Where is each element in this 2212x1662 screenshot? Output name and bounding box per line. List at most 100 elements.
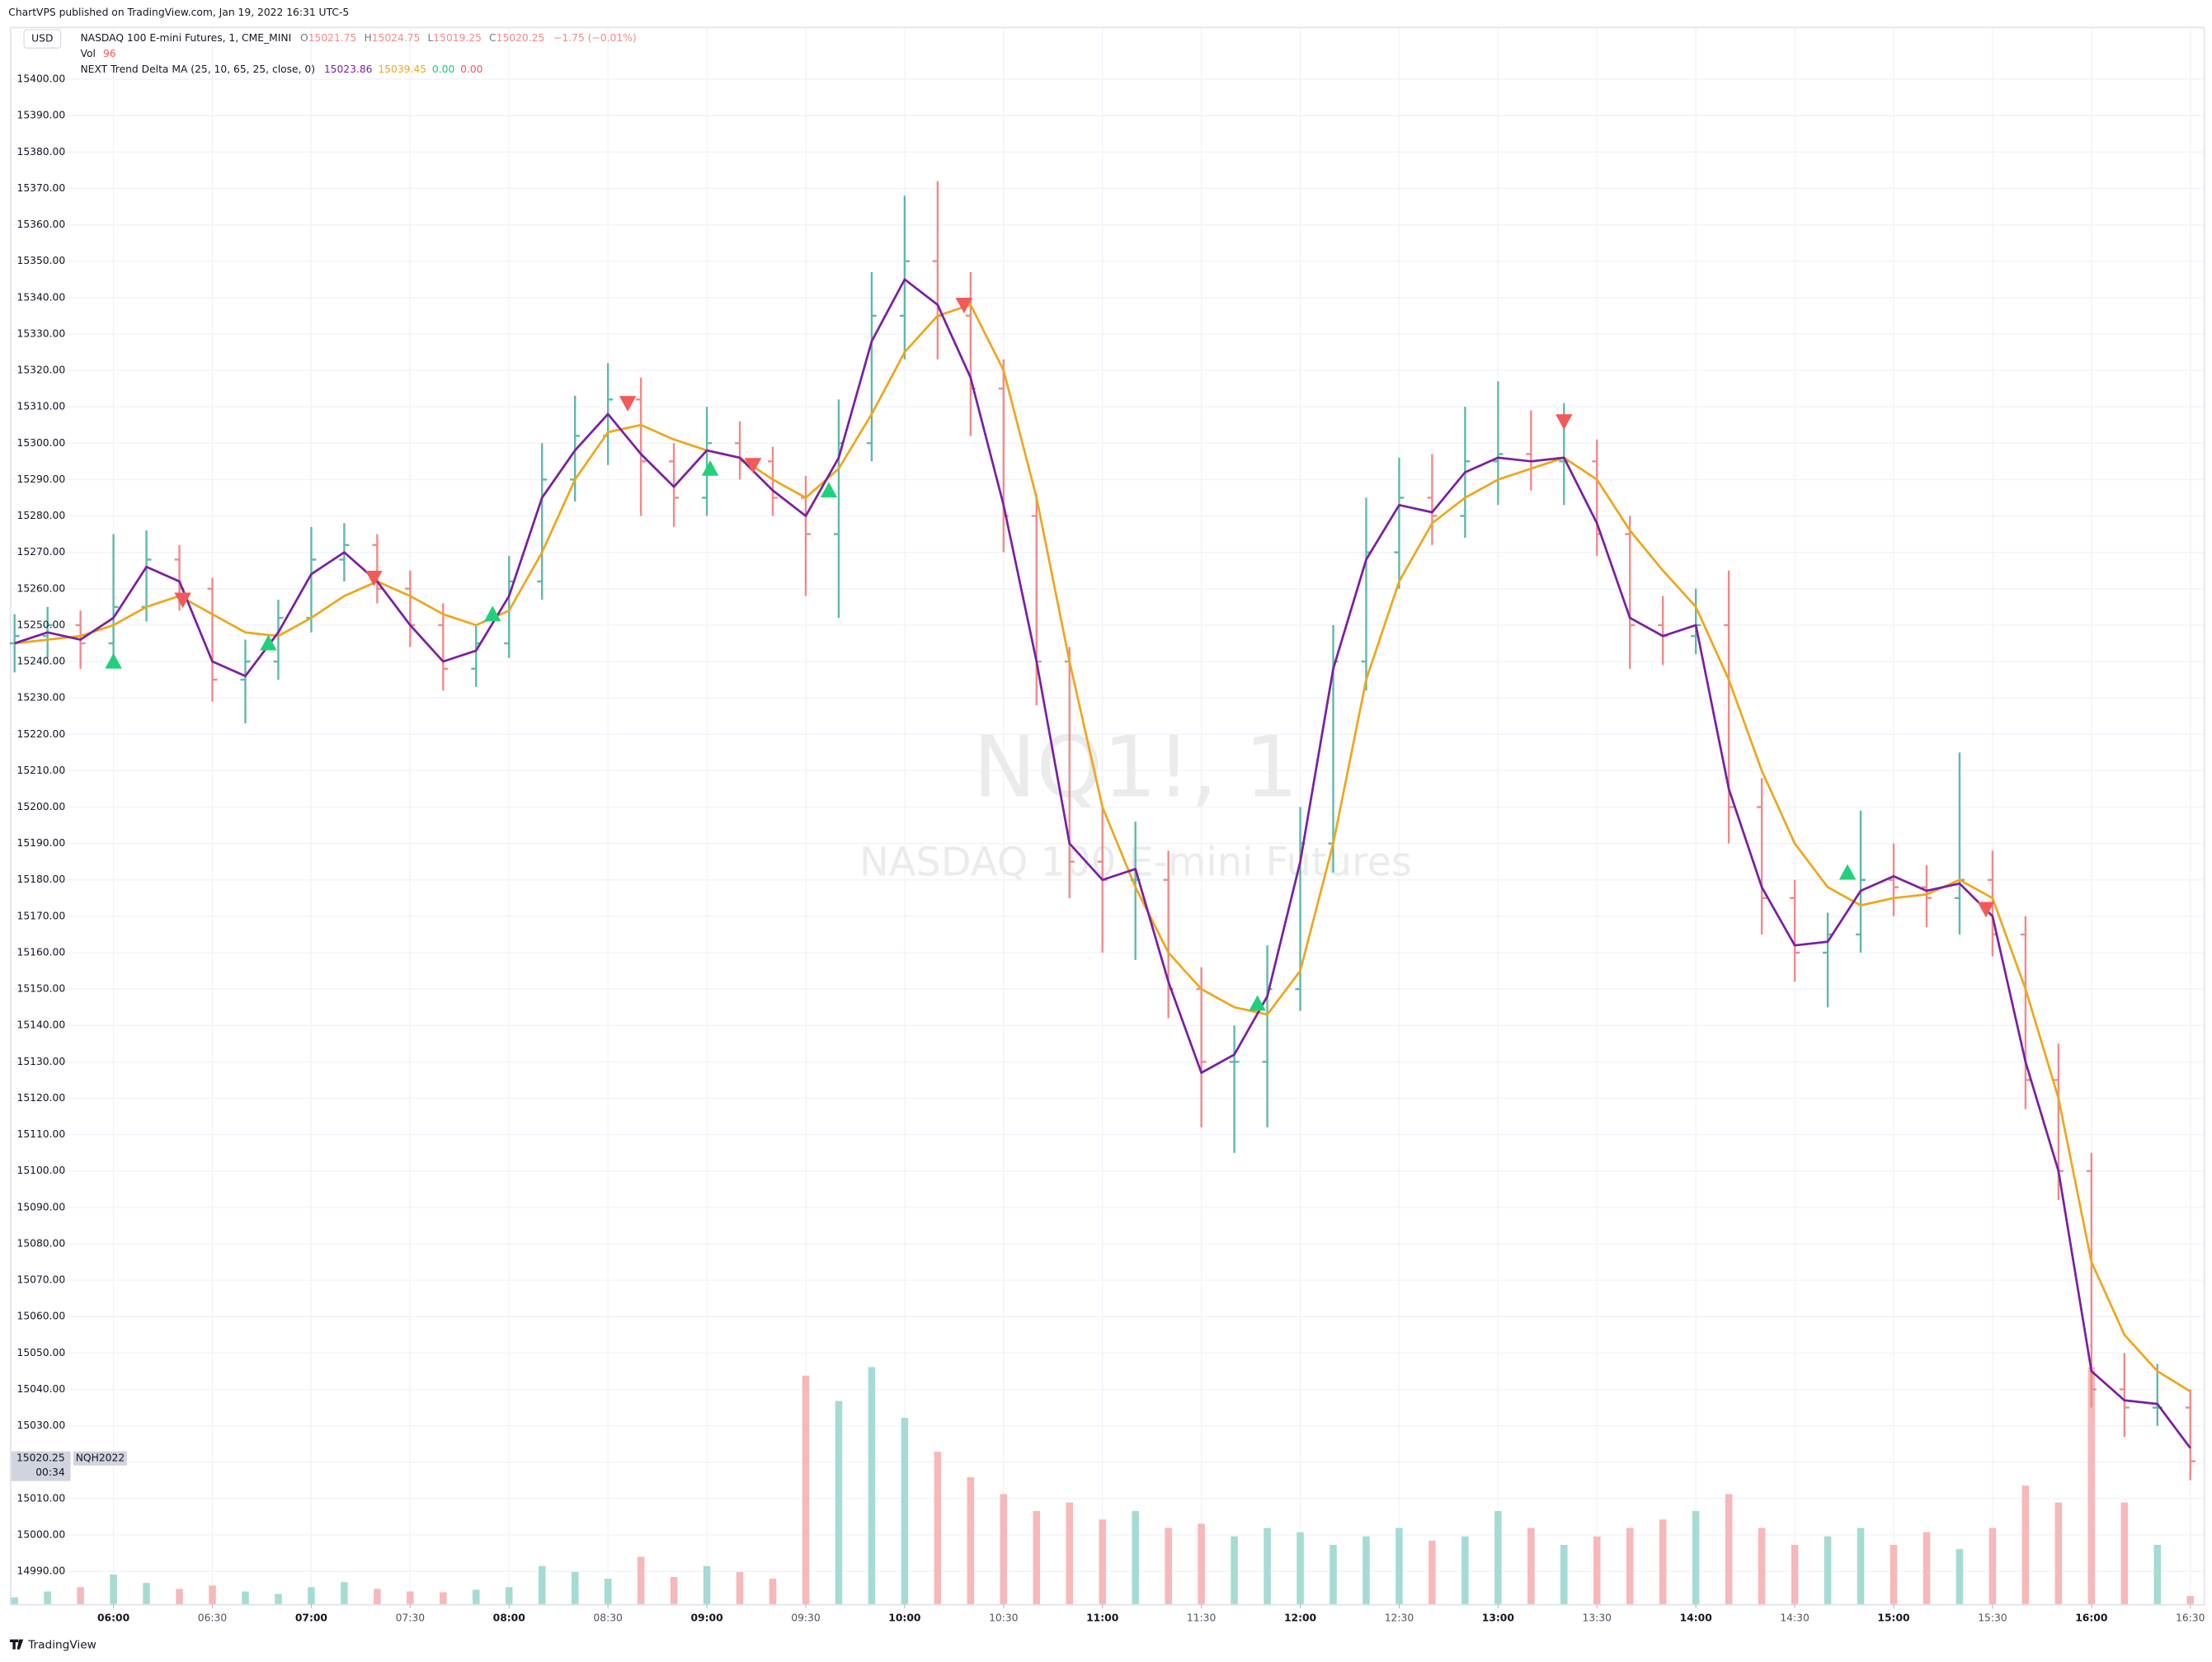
plot-border bbox=[9, 26, 2205, 1606]
legend-symbol-line: NASDAQ 100 E-mini Futures, 1, CME_MINI O… bbox=[80, 32, 636, 44]
volume-bar bbox=[1198, 1523, 1205, 1604]
x-tick-label: 09:00 bbox=[690, 1612, 722, 1623]
contract: NQH2022 bbox=[76, 1452, 125, 1464]
volume-bar bbox=[505, 1587, 513, 1604]
volume-bar bbox=[341, 1582, 348, 1604]
logo bbox=[9, 1639, 24, 1650]
volume-bar bbox=[1857, 1528, 1865, 1604]
contract-box bbox=[73, 1451, 127, 1466]
volume-bar bbox=[374, 1589, 381, 1604]
volume-bar bbox=[835, 1401, 843, 1604]
volume-bar bbox=[1461, 1536, 1469, 1604]
volume-bar bbox=[901, 1418, 909, 1604]
x-tick-label: 14:30 bbox=[1780, 1612, 1809, 1623]
volume-bar bbox=[802, 1375, 810, 1604]
signals bbox=[105, 298, 1995, 1011]
y-tick-label: 15100.00 bbox=[17, 1165, 66, 1176]
volume-bar bbox=[1692, 1510, 1700, 1604]
buy-signal bbox=[820, 482, 838, 498]
x-tick-label: 06:30 bbox=[198, 1612, 227, 1623]
volume-bar bbox=[1494, 1510, 1502, 1604]
volume-bar bbox=[604, 1579, 612, 1604]
sell-signal bbox=[619, 396, 637, 412]
legend-o-value: 15021.75 bbox=[308, 32, 357, 44]
volume-bar bbox=[1165, 1528, 1172, 1604]
sell-signal bbox=[1555, 414, 1573, 431]
volume-bar bbox=[1527, 1528, 1535, 1604]
legend-indicator-value: 15039.45 bbox=[378, 63, 426, 74]
x-tick-label: 10:00 bbox=[888, 1612, 920, 1623]
y-tick-label: 15110.00 bbox=[17, 1128, 66, 1140]
volume-bar bbox=[1000, 1494, 1008, 1604]
currency: USD bbox=[31, 33, 53, 45]
y-tick-label: 15030.00 bbox=[17, 1420, 66, 1431]
volume-bar bbox=[736, 1571, 744, 1604]
y-tick-label: 15270.00 bbox=[17, 546, 66, 558]
volume-bar bbox=[1132, 1510, 1139, 1604]
x-tick-label: 07:00 bbox=[295, 1612, 327, 1623]
volume-bar bbox=[1626, 1528, 1634, 1604]
volume-bar bbox=[637, 1556, 645, 1604]
y-tick-label: 15150.00 bbox=[17, 983, 66, 995]
buy-signal bbox=[701, 459, 719, 476]
moving-averages bbox=[14, 278, 2191, 1449]
volume-bar bbox=[769, 1579, 777, 1604]
x-tick-label: 13:00 bbox=[1482, 1612, 1514, 1623]
footer: TradingView bbox=[27, 1638, 96, 1651]
x-tick-label: 12:30 bbox=[1385, 1612, 1414, 1623]
y-tick-label: 15060.00 bbox=[17, 1311, 66, 1322]
x-tick-label: 07:30 bbox=[396, 1612, 425, 1623]
volume-bar bbox=[2087, 1367, 2096, 1604]
volume-bar bbox=[2153, 1544, 2162, 1604]
volume-bar bbox=[275, 1594, 282, 1604]
currency-box bbox=[23, 29, 62, 49]
y-tick-label: 15090.00 bbox=[17, 1201, 66, 1212]
volume-bar bbox=[2021, 1485, 2030, 1604]
x-tick-label: 15:00 bbox=[1877, 1612, 1909, 1623]
legend-indicator: NEXT Trend Delta MA (25, 10, 65, 25, clo… bbox=[80, 63, 315, 74]
y-tick-label: 15000.00 bbox=[17, 1528, 66, 1540]
legend-o-label: O bbox=[300, 32, 308, 44]
y-tick-label: 15130.00 bbox=[17, 1056, 66, 1067]
x-tick-label: 12:00 bbox=[1284, 1612, 1316, 1623]
volume-bar bbox=[1560, 1544, 1568, 1604]
y-tick-label: 15360.00 bbox=[17, 219, 66, 230]
legend-indicator-value: 0.00 bbox=[460, 63, 482, 74]
sell-signal bbox=[365, 570, 383, 586]
volume-bar bbox=[1791, 1544, 1799, 1604]
price-tag-box bbox=[11, 1451, 71, 1481]
volume-bar bbox=[1297, 1532, 1304, 1604]
x-tick-label: 08:30 bbox=[593, 1612, 622, 1623]
volume-bar bbox=[703, 1565, 711, 1604]
volume-bar bbox=[1231, 1536, 1238, 1604]
sell-signal bbox=[1977, 902, 1995, 918]
volume-bar bbox=[1659, 1519, 1667, 1604]
volume-bar bbox=[1099, 1519, 1106, 1604]
volume-bar bbox=[2120, 1502, 2129, 1604]
x-tick-label: 13:30 bbox=[1583, 1612, 1612, 1623]
axes: 14990.0015000.0015010.0015020.0015030.00… bbox=[17, 73, 2205, 1624]
header: ChartVPS published on TradingView.com, J… bbox=[8, 7, 349, 18]
volume-bar bbox=[209, 1585, 216, 1604]
volume-bar bbox=[571, 1571, 579, 1604]
y-tick-label: 15140.00 bbox=[17, 1019, 66, 1031]
y-tick-label: 15320.00 bbox=[17, 365, 66, 376]
grid bbox=[11, 28, 2204, 1604]
volume-bar bbox=[934, 1452, 942, 1604]
y-tick-label: 15280.00 bbox=[17, 510, 66, 521]
y-tick-label: 15380.00 bbox=[17, 146, 66, 158]
y-tick-label: 15240.00 bbox=[17, 656, 66, 667]
legend-l-label: L bbox=[427, 32, 433, 44]
buy-signal bbox=[1838, 864, 1857, 880]
volume-bar bbox=[2054, 1502, 2063, 1604]
y-tick-label: 15260.00 bbox=[17, 582, 66, 594]
volume-bar bbox=[670, 1576, 678, 1604]
volume-bar bbox=[440, 1592, 447, 1604]
volume-bar bbox=[2186, 1595, 2195, 1604]
x-tick-label: 15:30 bbox=[1978, 1612, 2007, 1623]
volume-bar bbox=[1033, 1510, 1041, 1604]
y-tick-label: 15300.00 bbox=[17, 437, 66, 449]
y-tick-label: 15330.00 bbox=[17, 327, 66, 339]
